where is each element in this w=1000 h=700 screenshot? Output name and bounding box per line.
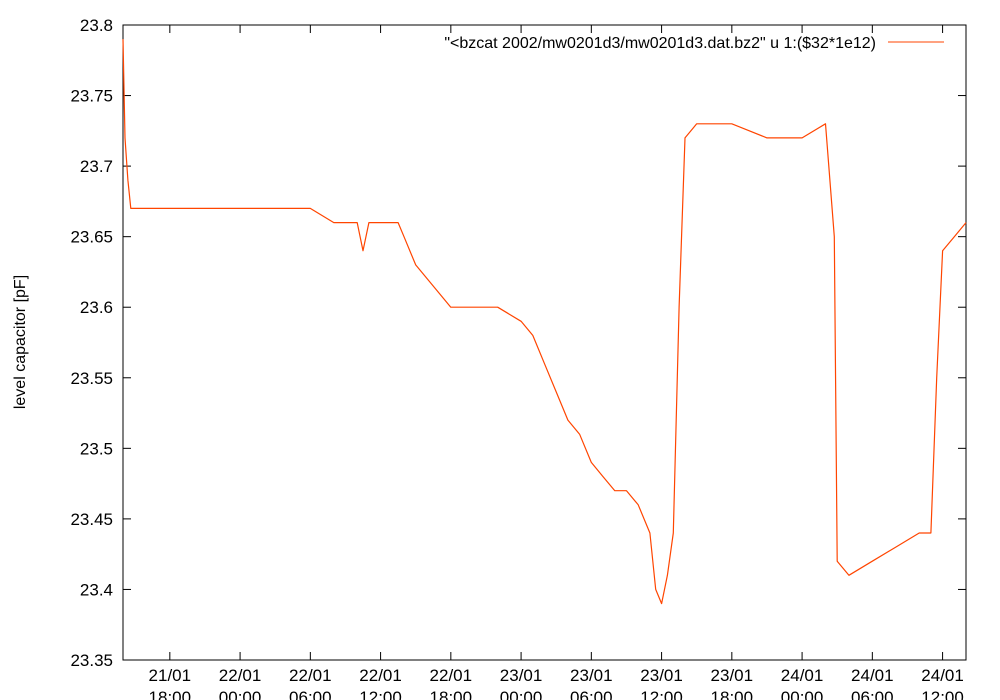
- series-layer: [122, 39, 967, 605]
- x-tick-label-time: 06:00: [570, 688, 613, 700]
- x-tick-label-date: 22/01: [219, 666, 262, 685]
- x-tick-label-date: 23/01: [711, 666, 754, 685]
- x-tick-label-date: 23/01: [570, 666, 613, 685]
- y-tick-label: 23.45: [70, 510, 113, 529]
- y-tick-label: 23.4: [80, 580, 113, 599]
- y-tick-label: 23.5: [80, 439, 113, 458]
- x-tick-label-date: 23/01: [500, 666, 543, 685]
- x-tick-label-date: 24/01: [921, 666, 964, 685]
- axes: 23.35 23.4 23.45 23.5 23.55 23.6 23.65 23.7 23.7…: [70, 16, 967, 700]
- x-tick-label-time: 12:00: [640, 688, 683, 700]
- x-tick-label-time: 12:00: [359, 688, 402, 700]
- x-tick-label-date: 22/01: [430, 666, 473, 685]
- x-tick-label-time: 12:00: [921, 688, 964, 700]
- y-tick-label: 23.6: [80, 298, 113, 317]
- x-tick-label-date: 24/01: [781, 666, 824, 685]
- y-tick-label: 23.7: [80, 157, 113, 176]
- x-tick-label-time: 18:00: [430, 688, 473, 700]
- x-tick-label-time: 06:00: [851, 688, 894, 700]
- x-tick-label-time: 18:00: [711, 688, 754, 700]
- x-tick-label-date: 23/01: [640, 666, 683, 685]
- x-tick-label-date: 22/01: [359, 666, 402, 685]
- x-tick-label-date: 21/01: [149, 666, 192, 685]
- x-tick-label-time: 00:00: [219, 688, 262, 700]
- y-tick-label: 23.55: [70, 369, 113, 388]
- x-tick-label-date: 22/01: [289, 666, 332, 685]
- x-tick-label-time: 18:00: [149, 688, 192, 700]
- y-tick-label: 23.8: [80, 16, 113, 35]
- legend: "<bzcat 2002/mw0201d3/mw0201d3.dat.bz2" …: [444, 35, 944, 52]
- y-tick-label: 23.75: [70, 87, 113, 106]
- y-axis-label: level capacitor [pF]: [12, 275, 29, 409]
- x-tick-label-time: 00:00: [781, 688, 824, 700]
- plot-frame: [122, 24, 967, 661]
- y-tick-label: 23.65: [70, 228, 113, 247]
- series-line: [122, 39, 967, 605]
- x-tick-label-time: 06:00: [289, 688, 332, 700]
- y-tick-label: 23.35: [70, 651, 113, 670]
- legend-entry-label: "<bzcat 2002/mw0201d3/mw0201d3.dat.bz2" …: [444, 35, 876, 52]
- x-tick-label-date: 24/01: [851, 666, 894, 685]
- x-tick-label-time: 00:00: [500, 688, 543, 700]
